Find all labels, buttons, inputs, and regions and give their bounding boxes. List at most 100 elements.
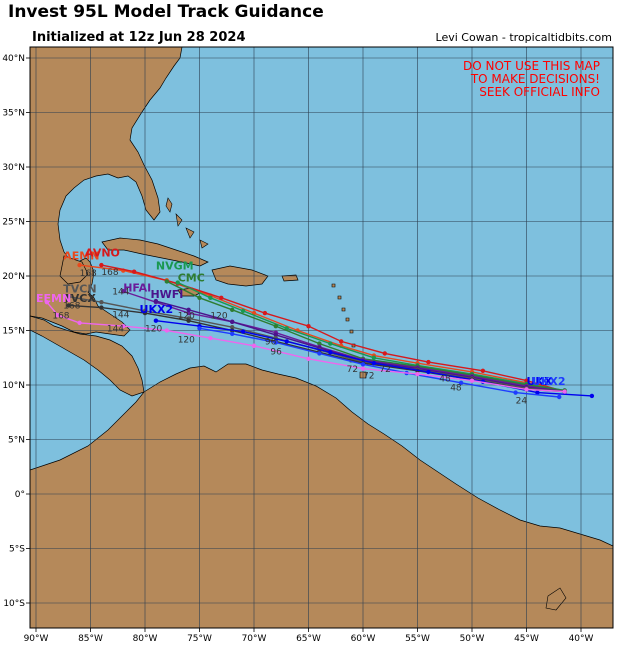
track-avno [101,264,565,393]
x-tick-label: 85°W [78,634,103,644]
track-point [153,318,159,323]
track-point [230,331,235,336]
land-bahamas [165,197,209,249]
model-label: UKX2 [140,303,174,316]
track-point [328,341,333,346]
page-title: Invest 95L Model Track Guidance [8,2,324,22]
hour-label: 72 [379,365,390,375]
track-point [99,262,104,268]
init-time: Initialized at 12z Jun 28 2024 [32,30,246,45]
hour-label: 144 [112,288,129,298]
track-point [371,355,377,360]
model-tracks [44,262,595,400]
track-point [99,299,104,305]
track-cmc [166,280,565,392]
x-tick-label: 60°W [351,634,376,644]
track-point [251,343,257,348]
hour-label: 48 [450,383,462,393]
track-point [284,339,289,344]
hour-label: 144 [112,310,129,320]
track-point [382,351,387,356]
hour-label: 24 [516,397,528,407]
track-point [339,339,344,344]
x-tick-label: 55°W [405,634,430,644]
track-point [371,361,377,366]
track-point [306,356,311,362]
model-label: TVCX [63,292,96,305]
track-point [415,371,420,377]
track-point [480,368,486,374]
hour-label: 72 [363,371,374,381]
hour-label: 144 [107,325,124,335]
y-tick-label: 10°S [3,599,25,609]
track-point [197,326,202,331]
hour-label: 120 [210,312,227,322]
x-tick-label: 65°W [296,634,321,644]
track-point [535,390,540,395]
track-point [55,313,60,318]
hour-label: 120 [145,325,162,335]
track-point [240,329,246,334]
track-point [562,389,567,394]
y-tick-label: 20°N [2,272,25,282]
x-tick-label: 80°W [133,634,158,644]
hour-label: 48 [439,375,451,385]
model-label: EEMN [36,292,71,305]
track-point [273,340,278,345]
model-label: AEMN [63,250,99,263]
model-label: NVGM [156,259,194,272]
track-point [360,362,366,367]
hour-label: 168 [80,269,97,279]
model-label: TVCN [63,282,96,295]
warning-line-3: SEEK OFFICIAL INFO [479,85,600,99]
x-tick-label: 75°W [187,634,212,644]
x-tick-label: 45°W [514,634,539,644]
track-point [262,310,268,316]
hour-label: 168 [52,312,69,322]
x-tick-label: 90°W [24,634,49,644]
map-frame [29,46,614,629]
y-tick-label: 0° [15,490,25,500]
track-point [513,390,518,395]
track-point [219,295,224,300]
credit: Levi Cowan - tropicaltidbits.com [435,31,612,44]
y-tick-label: 40°N [2,54,25,64]
track-point [273,332,278,338]
hour-label: 168 [101,268,118,278]
y-tick-label: 5°N [8,436,25,446]
model-label: CMC [178,271,205,284]
track-point [360,366,366,371]
track-point [273,323,278,329]
land-island-south [545,587,567,611]
track-point [66,294,71,299]
hour-label: 96 [265,338,277,348]
track-point [426,359,431,365]
track-point [175,280,180,285]
track-point [142,310,148,316]
x-tick-label: 70°W [242,634,267,644]
track-point [186,310,191,316]
track-point [230,325,235,330]
track-point [164,328,169,333]
y-tick-label: 25°N [2,218,25,228]
land-south-america [30,363,613,628]
hour-label: 72 [347,365,358,375]
model-label: UKX2 [532,375,566,388]
track-point [186,307,191,312]
track-point [44,299,50,305]
track-point [328,350,333,355]
track-point [240,308,246,314]
hour-label: 96 [270,347,282,357]
track-point [131,269,137,274]
land-central-america [30,315,145,397]
track-point [317,351,322,356]
y-tick-label: 30°N [2,163,25,173]
track-point [186,318,191,323]
track-point [153,298,159,304]
track-point [230,319,235,324]
y-tick-label: 10°N [2,381,25,391]
track-point [99,305,104,310]
track-point [317,341,322,346]
